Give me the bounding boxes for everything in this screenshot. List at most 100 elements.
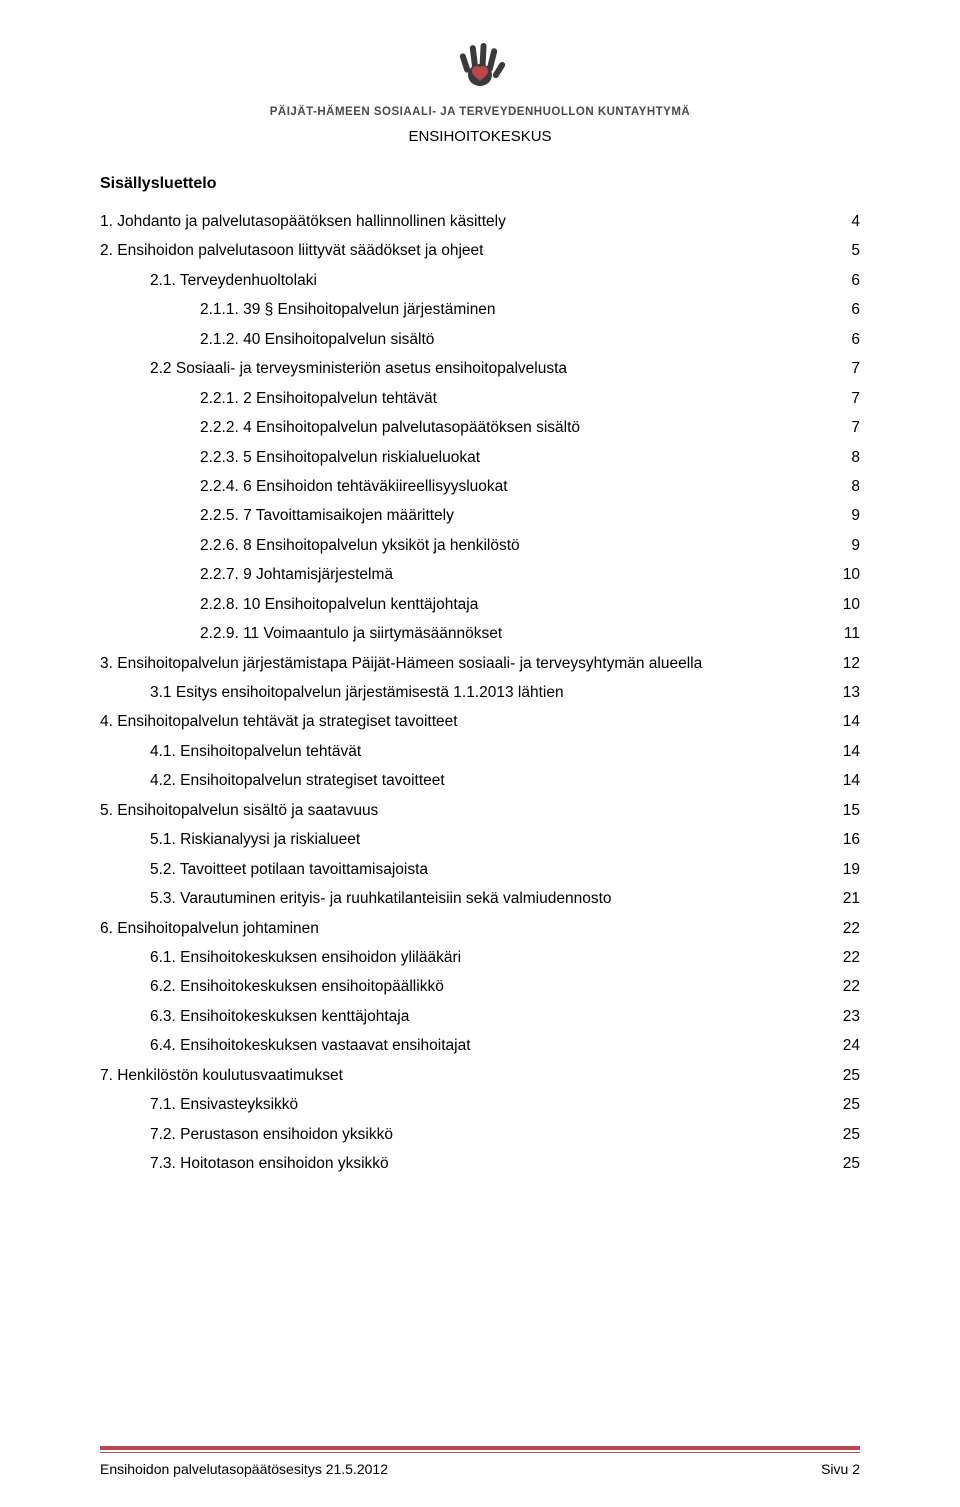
toc-entry: 2.2.5. 7 Tavoittamisaikojen määrittely9: [100, 501, 860, 530]
toc-entry: 2.2.2. 4 Ensihoitopalvelun palvelutasopä…: [100, 413, 860, 442]
organization-name: PÄIJÄT-HÄMEEN SOSIAALI- JA TERVEYDENHUOL…: [100, 106, 860, 118]
toc-entry-label: 2.2 Sosiaali- ja terveysministeriön aset…: [150, 354, 820, 383]
document-page: PÄIJÄT-HÄMEEN SOSIAALI- JA TERVEYDENHUOL…: [0, 0, 960, 1507]
footer-rule-thick: [100, 1446, 860, 1450]
toc-entry: 7.3. Hoitotason ensihoidon yksikkö25: [100, 1149, 860, 1178]
toc-entry-page: 14: [820, 737, 860, 766]
toc-entry-label: 5.2. Tavoitteet potilaan tavoittamisajoi…: [150, 855, 820, 884]
toc-entry-label: 1. Johdanto ja palvelutasopäätöksen hall…: [100, 207, 820, 236]
toc-entry-label: 4. Ensihoitopalvelun tehtävät ja strateg…: [100, 707, 820, 736]
toc-entry: 5.1. Riskianalyysi ja riskialueet16: [100, 825, 860, 854]
toc-entry-label: 2. Ensihoidon palvelutasoon liittyvät sä…: [100, 236, 820, 265]
toc-entry: 6.4. Ensihoitokeskuksen vastaavat ensiho…: [100, 1031, 860, 1060]
toc-entry-page: 9: [820, 531, 860, 560]
toc-entry-page: 24: [820, 1031, 860, 1060]
toc-entry: 2.2.1. 2 Ensihoitopalvelun tehtävät7: [100, 384, 860, 413]
toc-entry-page: 16: [820, 825, 860, 854]
toc-entry-label: 2.2.1. 2 Ensihoitopalvelun tehtävät: [200, 384, 820, 413]
logo-handprint: [450, 35, 510, 100]
footer-right-text: Sivu 2: [821, 1461, 860, 1477]
toc-entry: 2. Ensihoidon palvelutasoon liittyvät sä…: [100, 236, 860, 265]
toc-entry: 6.1. Ensihoitokeskuksen ensihoidon ylilä…: [100, 943, 860, 972]
toc-entry: 4.1. Ensihoitopalvelun tehtävät14: [100, 737, 860, 766]
toc-entry-label: 5.1. Riskianalyysi ja riskialueet: [150, 825, 820, 854]
page-footer: Ensihoidon palvelutasopäätösesitys 21.5.…: [100, 1446, 860, 1477]
toc-entry-page: 8: [820, 472, 860, 501]
page-header: PÄIJÄT-HÄMEEN SOSIAALI- JA TERVEYDENHUOL…: [100, 35, 860, 145]
toc-entry-page: 14: [820, 766, 860, 795]
toc-entry-page: 19: [820, 855, 860, 884]
toc-entry-label: 2.2.6. 8 Ensihoitopalvelun yksiköt ja he…: [200, 531, 820, 560]
toc-entry: 3.1 Esitys ensihoitopalvelun järjestämis…: [100, 678, 860, 707]
toc-entry-label: 2.1.1. 39 § Ensihoitopalvelun järjestämi…: [200, 295, 820, 324]
toc-entry-page: 25: [820, 1149, 860, 1178]
toc-entry: 4. Ensihoitopalvelun tehtävät ja strateg…: [100, 707, 860, 736]
toc-entry: 5.2. Tavoitteet potilaan tavoittamisajoi…: [100, 855, 860, 884]
toc-entry: 1. Johdanto ja palvelutasopäätöksen hall…: [100, 207, 860, 236]
toc-entry: 2.2.3. 5 Ensihoitopalvelun riskialueluok…: [100, 443, 860, 472]
toc-entry-page: 25: [820, 1120, 860, 1149]
table-of-contents: 1. Johdanto ja palvelutasopäätöksen hall…: [100, 207, 860, 1178]
toc-entry-page: 13: [820, 678, 860, 707]
toc-entry: 2.1.2. 40 Ensihoitopalvelun sisältö6: [100, 325, 860, 354]
toc-entry: 2.2.9. 11 Voimaantulo ja siirtymäsäännök…: [100, 619, 860, 648]
toc-entry-page: 22: [820, 972, 860, 1001]
toc-entry-page: 23: [820, 1002, 860, 1031]
toc-entry-page: 22: [820, 914, 860, 943]
toc-entry-label: 4.2. Ensihoitopalvelun strategiset tavoi…: [150, 766, 820, 795]
footer-left-text: Ensihoidon palvelutasopäätösesitys 21.5.…: [100, 1461, 388, 1477]
toc-heading: Sisällysluettelo: [100, 175, 860, 193]
toc-entry: 6. Ensihoitopalvelun johtaminen22: [100, 914, 860, 943]
toc-entry-label: 6.4. Ensihoitokeskuksen vastaavat ensiho…: [150, 1031, 820, 1060]
toc-entry-label: 6. Ensihoitopalvelun johtaminen: [100, 914, 820, 943]
toc-entry-page: 6: [820, 325, 860, 354]
toc-entry-label: 7.3. Hoitotason ensihoidon yksikkö: [150, 1149, 820, 1178]
toc-entry: 4.2. Ensihoitopalvelun strategiset tavoi…: [100, 766, 860, 795]
toc-entry-label: 2.2.3. 5 Ensihoitopalvelun riskialueluok…: [200, 443, 820, 472]
toc-entry: 2.1.1. 39 § Ensihoitopalvelun järjestämi…: [100, 295, 860, 324]
toc-entry-label: 7.2. Perustason ensihoidon yksikkö: [150, 1120, 820, 1149]
toc-entry-page: 7: [820, 413, 860, 442]
toc-entry-label: 2.2.4. 6 Ensihoidon tehtäväkiireellisyys…: [200, 472, 820, 501]
toc-entry-label: 6.2. Ensihoitokeskuksen ensihoitopäällik…: [150, 972, 820, 1001]
toc-entry: 3. Ensihoitopalvelun järjestämistapa Päi…: [100, 649, 860, 678]
toc-entry-page: 6: [820, 266, 860, 295]
toc-entry: 5. Ensihoitopalvelun sisältö ja saatavuu…: [100, 796, 860, 825]
toc-entry-label: 5. Ensihoitopalvelun sisältö ja saatavuu…: [100, 796, 820, 825]
toc-entry-label: 6.3. Ensihoitokeskuksen kenttäjohtaja: [150, 1002, 820, 1031]
toc-entry-page: 11: [820, 619, 860, 648]
toc-entry-page: 22: [820, 943, 860, 972]
toc-entry: 7. Henkilöstön koulutusvaatimukset25: [100, 1061, 860, 1090]
toc-entry-label: 3. Ensihoitopalvelun järjestämistapa Päi…: [100, 649, 820, 678]
toc-entry-label: 7.1. Ensivasteyksikkö: [150, 1090, 820, 1119]
toc-entry-page: 25: [820, 1061, 860, 1090]
toc-entry-page: 5: [820, 236, 860, 265]
toc-entry: 7.2. Perustason ensihoidon yksikkö25: [100, 1120, 860, 1149]
toc-entry-label: 5.3. Varautuminen erityis- ja ruuhkatila…: [150, 884, 820, 913]
toc-entry-page: 10: [820, 590, 860, 619]
toc-entry: 2.2 Sosiaali- ja terveysministeriön aset…: [100, 354, 860, 383]
toc-entry: 2.2.7. 9 Johtamisjärjestelmä10: [100, 560, 860, 589]
toc-entry: 2.2.4. 6 Ensihoidon tehtäväkiireellisyys…: [100, 472, 860, 501]
toc-entry-page: 12: [820, 649, 860, 678]
toc-entry-page: 7: [820, 384, 860, 413]
toc-entry-label: 6.1. Ensihoitokeskuksen ensihoidon ylilä…: [150, 943, 820, 972]
header-subtitle: ENSIHOITOKESKUS: [100, 128, 860, 145]
toc-entry-label: 2.2.9. 11 Voimaantulo ja siirtymäsäännök…: [200, 619, 820, 648]
toc-entry: 2.2.6. 8 Ensihoitopalvelun yksiköt ja he…: [100, 531, 860, 560]
toc-entry-label: 7. Henkilöstön koulutusvaatimukset: [100, 1061, 820, 1090]
toc-entry-page: 7: [820, 354, 860, 383]
toc-entry-label: 2.2.8. 10 Ensihoitopalvelun kenttäjohtaj…: [200, 590, 820, 619]
toc-entry-label: 2.2.5. 7 Tavoittamisaikojen määrittely: [200, 501, 820, 530]
toc-entry-page: 4: [820, 207, 860, 236]
toc-entry-label: 2.1. Terveydenhuoltolaki: [150, 266, 820, 295]
toc-entry-page: 14: [820, 707, 860, 736]
toc-entry-page: 6: [820, 295, 860, 324]
toc-entry: 6.2. Ensihoitokeskuksen ensihoitopäällik…: [100, 972, 860, 1001]
toc-entry-label: 2.2.7. 9 Johtamisjärjestelmä: [200, 560, 820, 589]
toc-entry: 2.2.8. 10 Ensihoitopalvelun kenttäjohtaj…: [100, 590, 860, 619]
toc-entry-label: 2.2.2. 4 Ensihoitopalvelun palvelutasopä…: [200, 413, 820, 442]
toc-entry-page: 15: [820, 796, 860, 825]
toc-entry: 7.1. Ensivasteyksikkö25: [100, 1090, 860, 1119]
toc-entry-page: 10: [820, 560, 860, 589]
